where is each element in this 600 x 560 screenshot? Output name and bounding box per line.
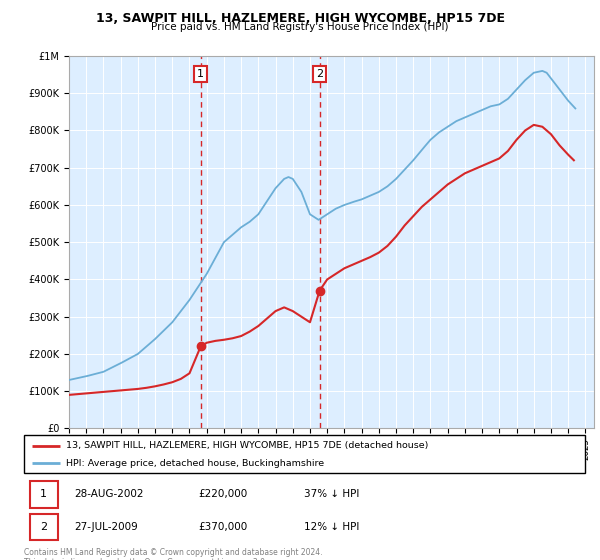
Text: 2: 2 [40,522,47,532]
Text: £220,000: £220,000 [198,489,247,499]
Text: Contains HM Land Registry data © Crown copyright and database right 2024.
This d: Contains HM Land Registry data © Crown c… [24,548,323,560]
Text: 37% ↓ HPI: 37% ↓ HPI [305,489,360,499]
Text: HPI: Average price, detached house, Buckinghamshire: HPI: Average price, detached house, Buck… [66,459,324,468]
Text: Price paid vs. HM Land Registry's House Price Index (HPI): Price paid vs. HM Land Registry's House … [151,22,449,32]
Text: 2: 2 [316,69,323,79]
Text: 1: 1 [40,489,47,499]
Text: 28-AUG-2002: 28-AUG-2002 [74,489,144,499]
Text: 12% ↓ HPI: 12% ↓ HPI [305,522,360,532]
Text: 13, SAWPIT HILL, HAZLEMERE, HIGH WYCOMBE, HP15 7DE: 13, SAWPIT HILL, HAZLEMERE, HIGH WYCOMBE… [95,12,505,25]
Text: 1: 1 [197,69,204,79]
FancyBboxPatch shape [29,514,58,540]
Text: 13, SAWPIT HILL, HAZLEMERE, HIGH WYCOMBE, HP15 7DE (detached house): 13, SAWPIT HILL, HAZLEMERE, HIGH WYCOMBE… [66,441,428,450]
Text: £370,000: £370,000 [198,522,247,532]
FancyBboxPatch shape [29,481,58,507]
Text: 27-JUL-2009: 27-JUL-2009 [74,522,138,532]
FancyBboxPatch shape [24,435,585,473]
